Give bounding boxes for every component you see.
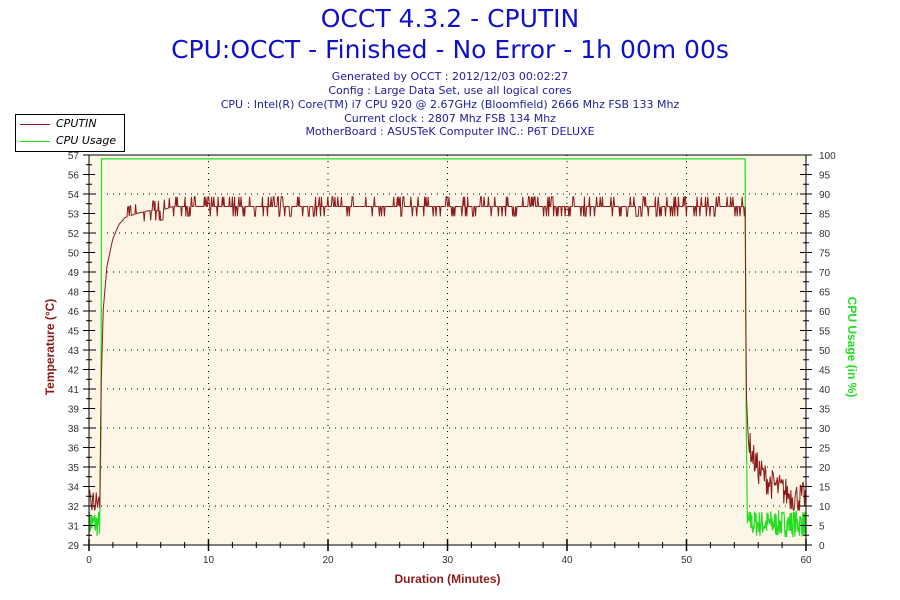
legend-swatch-cputin [20,124,50,125]
info-motherboard: MotherBoard : ASUSTeK Computer INC.: P6T… [305,125,595,138]
y-right-tick-label: 0 [819,541,825,552]
chart-legend: CPUTIN CPU Usage [15,114,125,152]
info-cpu: CPU : Intel(R) Core(TM) i7 CPU 920 @ 2.6… [220,98,680,111]
plot-area [89,155,806,545]
y-left-tick-label: 32 [68,502,80,513]
y-left-tick-label: 42 [68,366,80,377]
y-right-tick-label: 25 [819,444,831,455]
y-left-tick-label: 48 [68,288,80,299]
chart-title: OCCT 4.3.2 - CPUTIN [320,4,580,33]
y-left-tick-label: 43 [68,346,80,357]
x-tick-label: 10 [203,555,215,566]
y-right-tick-label: 55 [819,327,831,338]
x-tick-label: 50 [681,555,693,566]
y-right-tick-label: 75 [819,249,831,260]
y-left-tick-label: 52 [68,229,80,240]
series-cpu-usage-line [88,158,807,538]
y-right-tick-label: 60 [819,307,831,318]
legend-item-cputin: CPUTIN [16,116,124,132]
y-left-tick-label: 38 [68,424,80,435]
y-right-tick-label: 5 [819,522,825,533]
y-left-tick-label: 39 [68,405,80,416]
y-right-tick-label: 95 [819,171,831,182]
info-config: Config : Large Data Set, use all logical… [328,84,572,97]
legend-item-cpu-usage: CPU Usage [16,133,124,149]
y-right-tick-label: 90 [819,190,831,201]
y-right-tick-label: 10 [819,502,831,513]
y-axis-left-title: Temperature (°C) [43,298,57,396]
x-axis-title: Duration (Minutes) [394,572,501,586]
y-left-tick-label: 49 [68,268,80,279]
y-right-tick-label: 45 [819,366,831,377]
y-left-tick-label: 31 [68,522,80,533]
legend-label-cputin: CPUTIN [56,117,97,130]
y-left-tick-label: 34 [68,483,80,494]
y-right-tick-label: 30 [819,424,831,435]
y-left-tick-label: 57 [68,151,80,162]
y-right-tick-label: 15 [819,483,831,494]
y-left-tick-label: 35 [68,463,80,474]
y-right-tick-label: 50 [819,346,831,357]
y-left-tick-label: 53 [68,210,80,221]
y-right-tick-label: 35 [819,405,831,416]
legend-swatch-cpu-usage [20,141,50,142]
y-left-tick-label: 41 [68,385,80,396]
y-left-tick-label: 29 [68,541,80,552]
x-tick-label: 30 [442,555,454,566]
legend-label-cpu-usage: CPU Usage [56,134,117,147]
y-left-tick-label: 54 [68,190,80,201]
info-clock: Current clock : 2807 Mhz FSB 134 Mhz [344,112,556,125]
y-right-tick-label: 70 [819,268,831,279]
y-left-tick-label: 56 [68,171,80,182]
y-right-tick-label: 80 [819,229,831,240]
y-axis-right-title: CPU Usage (in %) [845,296,859,398]
y-left-tick-label: 50 [68,249,80,260]
y-right-tick-label: 40 [819,385,831,396]
chart-subtitle: CPU:OCCT - Finished - No Error - 1h 00m … [171,35,729,64]
info-generated: Generated by OCCT : 2012/12/03 00:02:27 [331,70,569,83]
y-right-tick-label: 85 [819,210,831,221]
y-right-tick-label: 20 [819,463,831,474]
x-tick-label: 0 [86,555,92,566]
series-cputin-line [88,196,806,512]
y-left-tick-label: 46 [68,307,80,318]
x-tick-label: 40 [561,555,573,566]
y-left-tick-label: 45 [68,327,80,338]
y-right-tick-label: 100 [819,151,836,162]
x-tick-label: 20 [322,555,334,566]
x-tick-label: 60 [800,555,812,566]
y-left-tick-label: 36 [68,444,80,455]
y-right-tick-label: 65 [819,288,831,299]
